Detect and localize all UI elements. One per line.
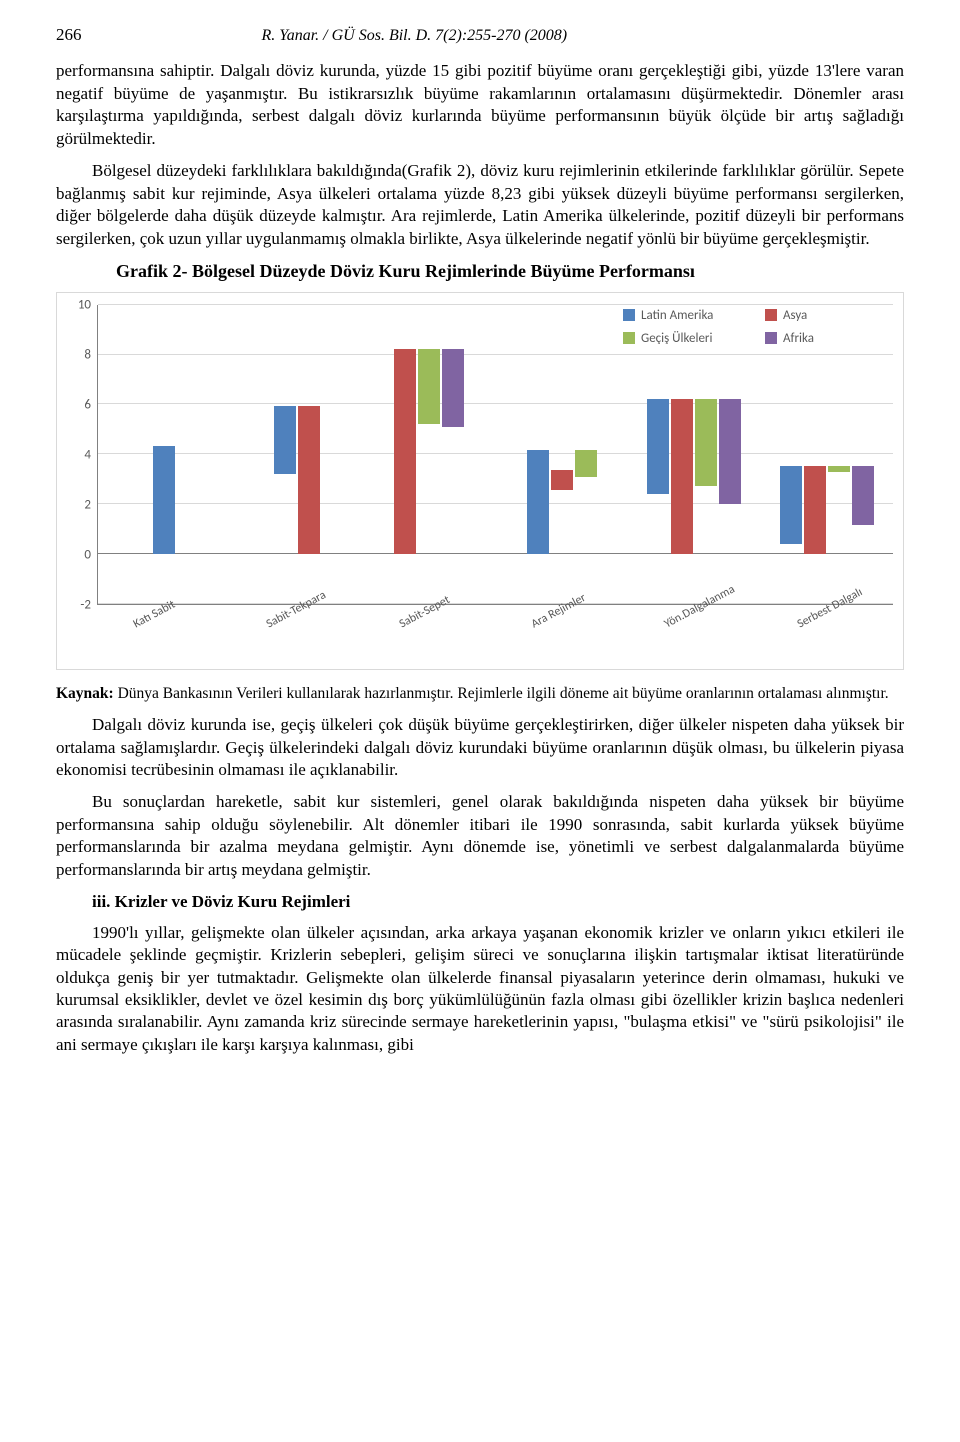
chart-source: Kaynak: Dünya Bankasının Verileri kullan…: [56, 684, 904, 704]
bar: [804, 466, 826, 554]
paragraph-3: Dalgalı döviz kurunda ise, geçiş ülkeler…: [56, 714, 904, 781]
bar: [527, 450, 549, 554]
bar: [575, 450, 597, 478]
bar: [298, 406, 320, 554]
y-tick-label: 6: [84, 396, 91, 413]
plot-area: Latin AmerikaAsya Geçiş ÜlkeleriAfrika: [97, 305, 893, 605]
bar: [647, 399, 669, 494]
y-tick-label: -2: [80, 596, 91, 613]
bar-group: [114, 304, 214, 604]
paragraph-5: 1990'lı yıllar, gelişmekte olan ülkeler …: [56, 922, 904, 1057]
bar-group: [644, 304, 744, 604]
bar-group: [512, 304, 612, 604]
y-tick-label: 2: [84, 496, 91, 513]
bar-group: [247, 304, 347, 604]
y-tick-label: 4: [84, 446, 91, 463]
y-axis: 1086420-2: [67, 305, 97, 605]
y-tick-label: 0: [84, 546, 91, 563]
chart-container: 10 8 6 4 2 0 -2 Latin AmerikaAsya Geçiş Ülkele…: [56, 292, 904, 670]
bar-group: [777, 304, 877, 604]
bar: [274, 406, 296, 474]
bar: [719, 399, 741, 504]
bar: [780, 466, 802, 544]
paragraph-1: performansına sahiptir. Dalgalı döviz ku…: [56, 60, 904, 150]
page-number: 266: [56, 24, 82, 46]
bar: [695, 399, 717, 487]
subsection-heading: iii. Krizler ve Döviz Kuru Rejimleri: [92, 891, 904, 913]
bar: [153, 446, 175, 554]
bar: [551, 470, 573, 490]
bar: [442, 349, 464, 428]
y-tick-label: 8: [84, 346, 91, 363]
y-tick-label: 10: [78, 296, 91, 313]
bar: [852, 466, 874, 525]
header-citation: R. Yanar. / GÜ Sos. Bil. D. 7(2):255-270…: [262, 25, 568, 46]
bar: [828, 466, 850, 472]
bar: [671, 399, 693, 554]
bar: [394, 349, 416, 554]
source-label: Kaynak:: [56, 685, 114, 702]
x-axis-labels: Katı SabitSabit-TekparaSabit-SepetAra Re…: [97, 611, 893, 663]
running-head: 266 R. Yanar. / GÜ Sos. Bil. D. 7(2):255…: [56, 24, 904, 46]
bar: [418, 349, 440, 424]
bar-group: [379, 304, 479, 604]
chart-title: Grafik 2- Bölgesel Düzeyde Döviz Kuru Re…: [116, 260, 904, 284]
paragraph-4: Bu sonuçlardan hareketle, sabit kur sist…: [56, 791, 904, 881]
paragraph-2: Bölgesel düzeydeki farklılıklara bakıldı…: [56, 160, 904, 250]
source-text: Dünya Bankasının Verileri kullanılarak h…: [114, 685, 889, 702]
